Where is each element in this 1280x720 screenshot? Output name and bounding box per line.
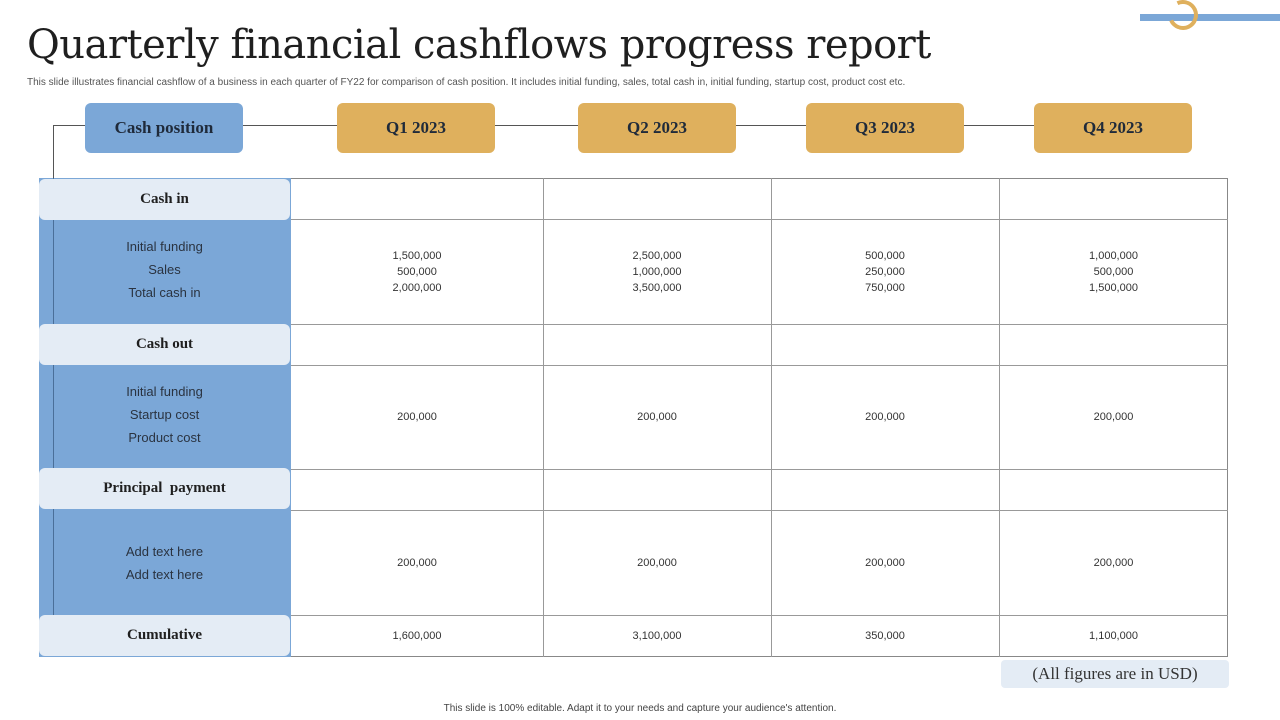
section-label-cash-out: Cash out [39, 324, 290, 365]
section-label-principal-payment: Principal payment [39, 468, 290, 509]
principal-payment-value-q4: 200,000 [1093, 556, 1134, 569]
page-title: Quarterly financial cashflows progress r… [27, 22, 931, 68]
table-cell-value: 2,500,000 [632, 249, 682, 262]
cash-out-value-q3: 200,000 [865, 411, 905, 423]
table-divider [291, 615, 1228, 616]
cumulative-value-q3: 350,000 [865, 630, 905, 642]
cash-in-values-q2: 2,500,000 1,000,000 3,500,000 [543, 219, 771, 324]
cash-in-values-q1: 1,500,000 500,000 2,000,000 [291, 219, 543, 324]
principal-payment-value-q3: 200,000 [865, 556, 905, 569]
table-column-divider [771, 178, 772, 657]
table-divider [291, 510, 1228, 511]
table-cell-value: 2,000,000 [392, 281, 442, 294]
row-item-label: Product cost [128, 430, 201, 445]
cash-in-values-q3: 500,000 250,000 750,000 [771, 219, 999, 324]
table-column-divider [543, 178, 544, 657]
principal-payment-value-q1: 200,000 [397, 556, 437, 569]
table-column-divider [999, 178, 1000, 657]
row-item-label: Sales [148, 262, 181, 277]
cash-out-value-q4: 200,000 [1093, 411, 1134, 423]
footer-text: This slide is 100% editable. Adapt it to… [443, 703, 837, 714]
principal-payment-value-q2: 200,000 [637, 556, 677, 569]
table-cell-value: 1,000,000 [1089, 249, 1138, 262]
section-label-cumulative: Cumulative [39, 615, 290, 656]
cash-in-items: Initial funding Sales Total cash in [39, 239, 290, 300]
cash-out-value-q2: 200,000 [637, 411, 677, 423]
left-connector-vertical [53, 125, 54, 178]
row-item-label: Startup cost [129, 407, 200, 422]
table-cell-value: 1,500,000 [392, 249, 442, 262]
table-divider [291, 324, 1228, 325]
table-cell-value: 1,500,000 [1089, 281, 1138, 294]
table-cell-value: 1,000,000 [632, 265, 682, 278]
table-divider [291, 469, 1228, 470]
table-divider [291, 365, 1228, 366]
table-cell-value: 750,000 [865, 281, 905, 294]
table-cell-value: 250,000 [865, 265, 905, 278]
row-item-label: Initial funding [126, 384, 203, 399]
quarter-header-q3: Q3 2023 [806, 103, 964, 153]
cash-in-values-q4: 1,000,000 500,000 1,500,000 [999, 219, 1228, 324]
table-cell-value: 500,000 [865, 249, 905, 262]
table-cell-value: 3,500,000 [632, 281, 682, 294]
cumulative-value-q4: 1,100,000 [1089, 630, 1138, 642]
row-label-column [39, 178, 291, 657]
row-item-label: Add text here [125, 544, 204, 559]
table-divider [291, 219, 1228, 220]
currency-note: (All figures are in USD) [1001, 660, 1229, 688]
left-connector-horizontal [53, 125, 86, 126]
table-cell-value: 500,000 [397, 265, 437, 278]
decorative-ring-icon [1163, 0, 1203, 35]
table-cell-value: 500,000 [1093, 265, 1134, 278]
row-item-label: Total cash in [128, 285, 201, 300]
cumulative-value-q1: 1,600,000 [392, 630, 442, 642]
cash-out-value-q1: 200,000 [397, 411, 437, 423]
quarter-header-q4: Q4 2023 [1034, 103, 1192, 153]
quarter-header-q1: Q1 2023 [337, 103, 495, 153]
cumulative-value-q2: 3,100,000 [632, 630, 682, 642]
page-subtitle: This slide illustrates financial cashflo… [27, 77, 906, 88]
quarter-header-q2: Q2 2023 [578, 103, 736, 153]
cash-out-items: Initial funding Startup cost Product cos… [39, 384, 290, 445]
row-label-column-line [53, 178, 54, 615]
principal-payment-items: Add text here Add text here [39, 544, 290, 582]
row-item-label: Initial funding [126, 239, 203, 254]
section-label-cash-in: Cash in [39, 179, 290, 220]
row-item-label: Add text here [125, 567, 204, 582]
decorative-top-bar [1140, 14, 1280, 21]
cash-position-header: Cash position [85, 103, 243, 153]
